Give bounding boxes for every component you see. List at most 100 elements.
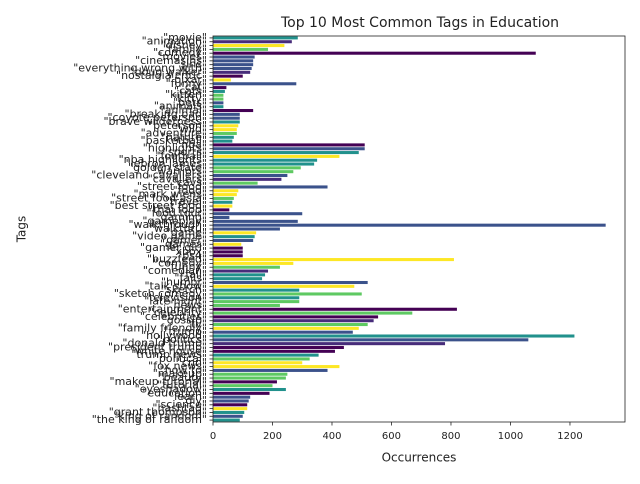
y-tick-label: "news" (168, 298, 207, 311)
bar (213, 242, 242, 246)
bar (213, 284, 355, 288)
y-tick-label: "donald trump" (122, 337, 207, 350)
bar (213, 44, 285, 48)
bar (213, 151, 359, 155)
y-tick-label: "late night" (144, 295, 207, 308)
bar (213, 86, 227, 90)
y-tick-label: "learn" (169, 390, 207, 403)
y-tick-label: "comedian" (143, 264, 207, 277)
bar (213, 227, 280, 231)
bar (213, 254, 243, 258)
y-tick-label: "gaming" (155, 211, 207, 224)
y-tick-label: "peterson" (148, 119, 207, 132)
bar (213, 59, 254, 63)
bar (213, 280, 368, 285)
y-tick-label: "celebrity" (149, 306, 207, 319)
bar (213, 403, 248, 407)
y-tick-label: "movie" (163, 31, 207, 44)
bar (213, 162, 315, 166)
bar (213, 300, 300, 304)
y-tick-label: "family friendly" (118, 321, 207, 334)
y-tick-label: "gameplay" (142, 214, 207, 227)
bar (213, 147, 365, 151)
bar (213, 105, 224, 109)
y-tick-label: "fail" (180, 268, 207, 281)
bar (213, 173, 288, 178)
y-tick-label: "disney" (161, 39, 207, 52)
bar (213, 376, 286, 380)
y-tick-label: "gossip" (162, 314, 207, 327)
bar (213, 414, 243, 418)
bar (213, 250, 243, 254)
bar (213, 307, 457, 311)
y-tick-label: "television" (144, 291, 207, 304)
bar (213, 200, 233, 204)
x-tick-label: 1200 (557, 431, 582, 442)
bar (213, 391, 270, 395)
y-tick-label: "makeup" (153, 367, 207, 380)
y-axis-label: Tags (15, 216, 29, 244)
y-tick-label: "game" (166, 226, 207, 239)
bar (213, 292, 362, 296)
y-tick-label: "eyeshadow" (135, 383, 207, 396)
y-tick-label: "golden state" (128, 161, 207, 174)
y-tick-label: "adventure" (141, 126, 207, 139)
y-tick-label: "trump news" (131, 348, 207, 361)
plot-frame (212, 35, 626, 423)
y-tick-label: "celebrities" (140, 310, 207, 323)
bar (213, 143, 365, 147)
bar (213, 116, 240, 120)
y-tick-label: "street food asia" (111, 191, 207, 204)
y-tick-label: "highlights" (143, 142, 207, 155)
bar (213, 330, 353, 334)
bar (213, 216, 230, 220)
bar (213, 189, 239, 193)
bar (213, 181, 258, 185)
bar (213, 166, 301, 170)
y-tick-label: "street food" (137, 180, 207, 193)
bar (213, 93, 224, 97)
y-tick-label: "hashtag" (152, 402, 207, 415)
bar (213, 277, 263, 281)
y-tick-label: "politics" (158, 333, 207, 346)
bar (213, 112, 240, 116)
y-tick-label: "entertainment" (118, 302, 207, 315)
y-tick-label: "makeup tutorial" (110, 375, 207, 388)
bar (213, 311, 413, 315)
y-tick-label: "everything wrong with" (73, 61, 207, 74)
y-tick-label: "diy" (180, 394, 207, 407)
bar (213, 154, 340, 158)
y-tick-label: "buzzfeed" (147, 253, 207, 266)
y-tick-label: "comedy" (153, 46, 207, 59)
y-tick-label: "wild" (175, 123, 207, 136)
bar (213, 131, 237, 135)
y-tick-label: "animal" (160, 104, 207, 117)
y-tick-label: "pets" (173, 96, 207, 109)
y-tick-label: "beauty" (159, 371, 207, 384)
y-tick-label: "sketch comedy" (114, 287, 207, 300)
chart-title: Top 10 Most Common Tags in Education (280, 15, 559, 31)
bar (213, 315, 379, 319)
bar (213, 219, 298, 223)
bar (213, 40, 292, 44)
bar (213, 128, 237, 132)
x-axis-label: Occurrences (382, 451, 457, 465)
y-tick-label: "games" (160, 237, 207, 250)
y-tick-label: "political" (154, 352, 207, 365)
y-tick-label: "ps4" (177, 249, 207, 262)
y-tick-label: "education" (142, 386, 207, 399)
bar (213, 338, 529, 342)
bar (213, 342, 446, 346)
y-tick-label: "hollywood" (141, 329, 207, 342)
y-tick-label: "mark wiens" (134, 188, 208, 201)
y-tick-label: "travel" (165, 195, 207, 208)
y-tick-label: "pixar" (169, 73, 207, 86)
bar (213, 51, 536, 55)
bar (213, 288, 300, 292)
bar (213, 47, 269, 51)
bar (213, 185, 328, 189)
bar (213, 158, 318, 162)
y-tick-label: "cinemasins" (135, 54, 207, 67)
y-tick-label: "thai food" (148, 203, 207, 216)
bar (213, 63, 254, 67)
